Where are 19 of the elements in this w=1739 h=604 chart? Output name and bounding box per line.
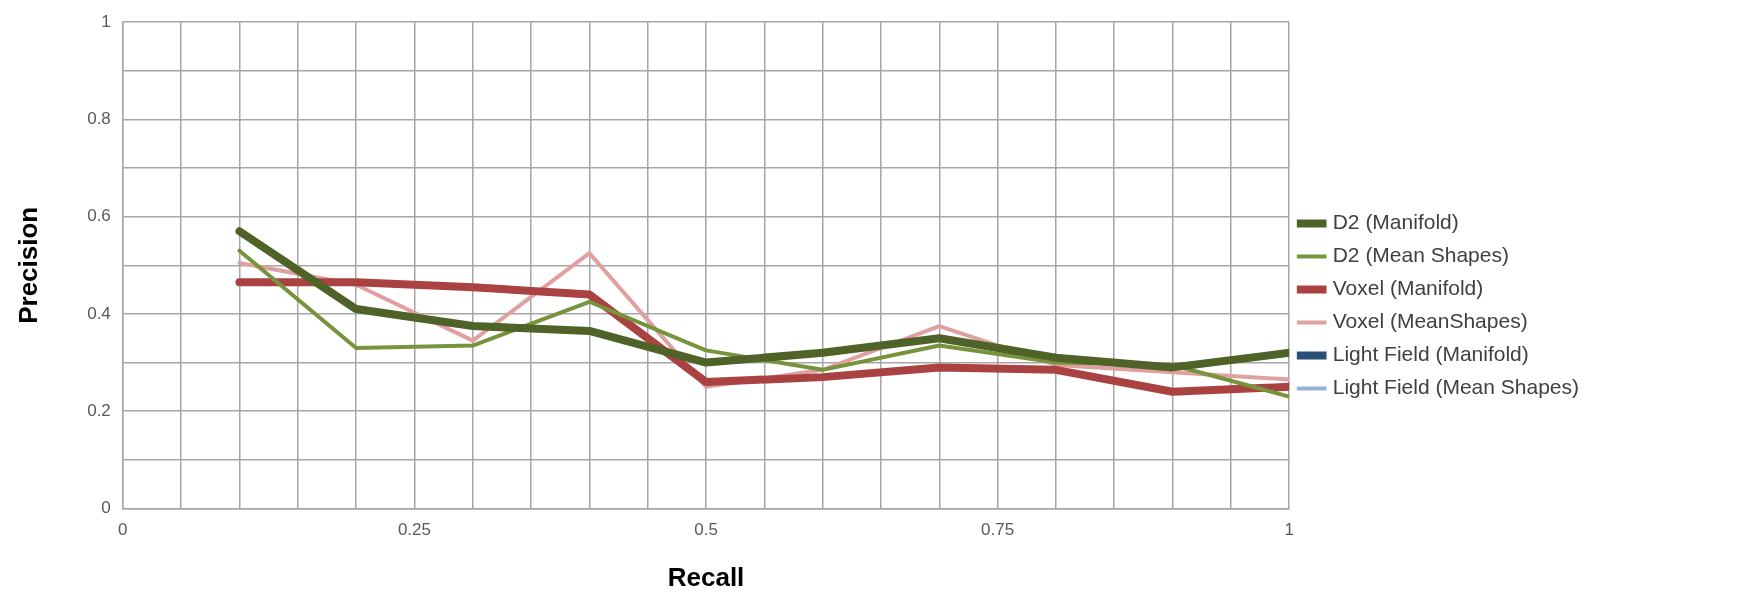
y-tick-label: 0.4 <box>87 303 111 323</box>
legend-label: Voxel (Manifold) <box>1332 276 1484 300</box>
y-tick-label: 0 <box>101 498 111 518</box>
y-tick-label: 0.6 <box>87 206 111 226</box>
y-tick-label: 0.2 <box>87 400 111 420</box>
x-axis-title: Recall <box>667 561 745 592</box>
legend-label: Light Field (Manifold) <box>1332 342 1529 366</box>
y-tick-label: 0.8 <box>87 109 111 129</box>
y-tick-label: 1 <box>101 11 111 31</box>
legend-label: Voxel (MeanShapes) <box>1332 309 1528 333</box>
x-tick-label: 0 <box>118 520 128 540</box>
x-tick-label: 0.75 <box>981 520 1015 540</box>
x-tick-label: 0.25 <box>397 520 431 540</box>
y-axis-title: Precision <box>12 206 43 324</box>
x-tick-label: 1 <box>1284 520 1294 540</box>
legend-label: Light Field (Mean Shapes) <box>1332 375 1580 399</box>
legend-label: D2 (Mean Shapes) <box>1332 243 1509 267</box>
legend-label: D2 (Manifold) <box>1332 210 1459 234</box>
x-tick-label: 0.5 <box>694 520 718 540</box>
